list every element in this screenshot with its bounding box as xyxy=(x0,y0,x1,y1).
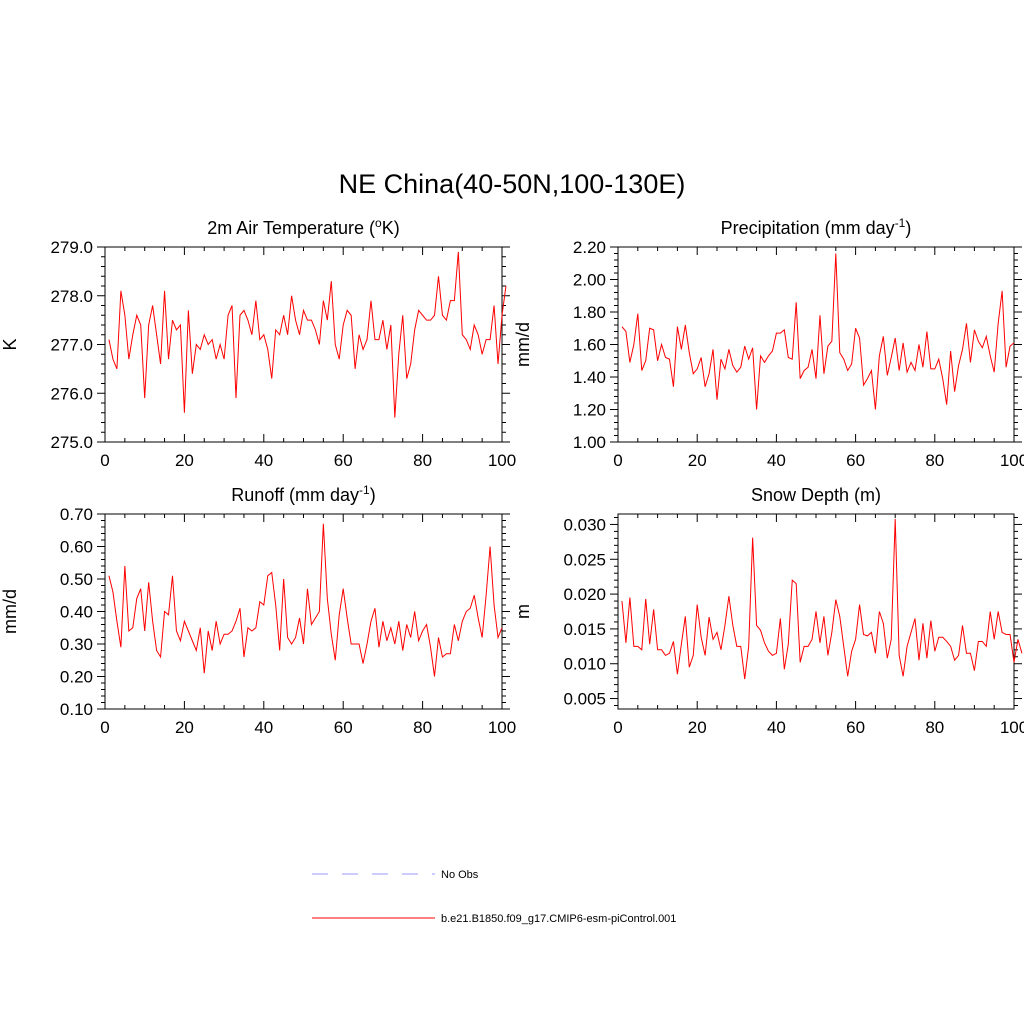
y-axis-label: m xyxy=(513,604,533,619)
series-line-air-temperature xyxy=(108,251,507,418)
x-tick-label: 40 xyxy=(767,718,786,737)
panel-title-superscript: o xyxy=(375,216,382,230)
x-tick-label: 80 xyxy=(413,718,432,737)
panel-title-text: Snow Depth (m) xyxy=(751,485,881,505)
panel-title: 2m Air Temperature (oK) xyxy=(207,216,399,238)
x-tick-label: 40 xyxy=(254,718,273,737)
x-tick-label: 60 xyxy=(846,451,865,470)
x-tick-label: 0 xyxy=(100,451,109,470)
y-tick-label: 0.025 xyxy=(563,550,606,569)
y-tick-label: 1.20 xyxy=(573,401,606,420)
y-tick-label: 0.10 xyxy=(60,700,93,719)
series-line-precipitation xyxy=(621,253,1015,410)
panel-air-temperature: 2m Air Temperature (oK) K 0 20 40 60 80 100 275.… xyxy=(0,216,516,470)
y-tick-label: 0.015 xyxy=(563,620,606,639)
x-tick-label: 60 xyxy=(334,718,353,737)
figure-title: NE China(40-50N,100-130E) xyxy=(339,169,686,199)
y-tick-label: 0.70 xyxy=(60,505,93,524)
x-tick-label: 0 xyxy=(100,718,109,737)
legend-label-model: b.e21.B1850.f09_g17.CMIP6-esm-piControl.… xyxy=(441,913,676,925)
y-tick-label: 2.20 xyxy=(573,238,606,257)
x-tick-label: 20 xyxy=(175,451,194,470)
x-tick-label: 0 xyxy=(613,451,622,470)
y-tick-label: 0.20 xyxy=(60,668,93,687)
x-tick-label: 20 xyxy=(688,718,707,737)
panel-title-suffix: K) xyxy=(382,218,400,238)
y-tick-label: 0.005 xyxy=(563,690,606,709)
y-tick-label: 2.00 xyxy=(573,271,606,290)
y-tick-label: 276.0 xyxy=(50,384,93,403)
y-tick-label: 0.60 xyxy=(60,538,93,557)
panel-snow-depth: Snow Depth (m) m 0 20 40 60 80 100 0.005 0.010 0.0… xyxy=(513,485,1024,737)
x-tick-label: 80 xyxy=(925,451,944,470)
y-axis-label: mm/d xyxy=(0,589,20,634)
y-tick-label: 1.40 xyxy=(573,368,606,387)
panel-precipitation: Precipitation (mm day-1) mm/d 0 20 40 60 80 100… xyxy=(513,216,1024,470)
x-tick-label: 60 xyxy=(334,451,353,470)
x-tick-label: 80 xyxy=(925,718,944,737)
x-tick-label: 20 xyxy=(175,718,194,737)
panel-runoff: Runoff (mm day-1) mm/d 0 20 40 60 80 100 0.10 0.2… xyxy=(0,483,516,737)
y-axis-label: K xyxy=(0,338,20,350)
y-tick-label: 0.50 xyxy=(60,570,93,589)
panel-title-suffix: ) xyxy=(370,485,376,505)
panel-title: Snow Depth (m) xyxy=(751,485,881,505)
y-tick-label: 279.0 xyxy=(50,238,93,257)
panel-title-text: 2m Air Temperature ( xyxy=(207,218,375,238)
y-axis-label: mm/d xyxy=(513,322,533,367)
panel-title: Precipitation (mm day-1) xyxy=(721,216,912,238)
y-tick-label: 278.0 xyxy=(50,287,93,306)
y-tick-label: 0.30 xyxy=(60,635,93,654)
series-line-snow-depth xyxy=(621,518,1023,680)
panel-title-superscript: -1 xyxy=(359,483,370,497)
x-tick-label: 100 xyxy=(488,451,516,470)
legend-label-no-obs: No Obs xyxy=(441,869,479,881)
x-tick-label: 20 xyxy=(688,451,707,470)
y-tick-label: 1.60 xyxy=(573,336,606,355)
x-tick-label: 60 xyxy=(846,718,865,737)
y-tick-label: 1.80 xyxy=(573,303,606,322)
y-tick-label: 275.0 xyxy=(50,433,93,452)
panel-title-text: Precipitation (mm day xyxy=(721,218,895,238)
panel-title-text: Runoff (mm day xyxy=(231,485,359,505)
x-tick-label: 40 xyxy=(767,451,786,470)
plot-frame xyxy=(617,246,1015,443)
plot-frame xyxy=(104,246,503,443)
panel-title: Runoff (mm day-1) xyxy=(231,483,375,505)
x-tick-label: 80 xyxy=(413,451,432,470)
x-tick-label: 100 xyxy=(1000,451,1024,470)
panel-title-suffix: ) xyxy=(905,218,911,238)
y-tick-label: 0.40 xyxy=(60,603,93,622)
panel-title-superscript: -1 xyxy=(895,216,906,230)
y-tick-label: 0.020 xyxy=(563,585,606,604)
x-tick-label: 100 xyxy=(488,718,516,737)
x-tick-label: 40 xyxy=(254,451,273,470)
legend: No Obs b.e21.B1850.f09_g17.CMIP6-esm-piC… xyxy=(312,869,676,925)
series-line-runoff xyxy=(108,523,503,677)
y-tick-label: 1.00 xyxy=(573,433,606,452)
y-tick-label: 0.030 xyxy=(563,515,606,534)
x-tick-label: 0 xyxy=(613,718,622,737)
y-tick-label: 0.010 xyxy=(563,655,606,674)
x-tick-label: 100 xyxy=(1000,718,1024,737)
y-tick-label: 277.0 xyxy=(50,336,93,355)
